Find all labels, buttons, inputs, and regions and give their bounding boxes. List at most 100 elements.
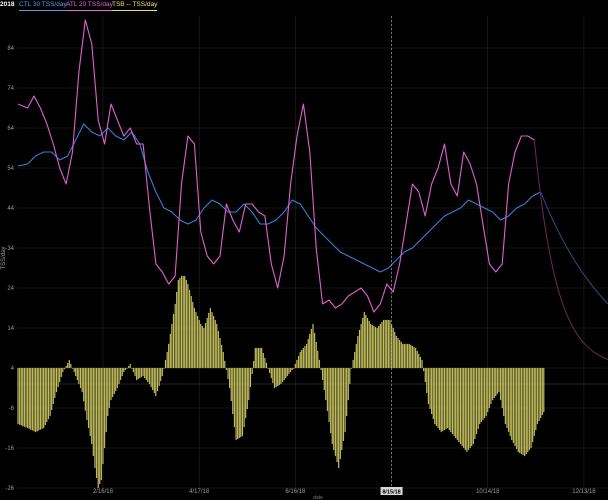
tsb-bar xyxy=(373,325,375,369)
tsb-bar xyxy=(349,367,351,385)
current-day-label: 8/15/18 xyxy=(382,489,400,495)
tsb-bar xyxy=(245,367,247,419)
tsb-bar xyxy=(73,367,75,373)
tsb-bar xyxy=(397,337,399,369)
tsb-bar xyxy=(251,367,253,375)
tsb-bar xyxy=(132,367,135,373)
tsb-bar xyxy=(467,367,470,451)
tsb-bar xyxy=(456,367,458,441)
tsb-bar xyxy=(196,315,199,369)
tsb-bar xyxy=(26,367,29,429)
tsb-bar xyxy=(515,367,518,450)
tsb-bar xyxy=(126,367,128,369)
tsb-bar xyxy=(392,327,394,369)
tsb-bar xyxy=(320,367,322,371)
legend-ctl[interactable]: CTL 30 TSS/day xyxy=(19,0,67,11)
tsb-bar xyxy=(20,367,22,426)
y-axis-label: TSS/day xyxy=(1,246,7,269)
tsb-bar xyxy=(200,323,202,369)
tsb-bar xyxy=(63,367,66,370)
tsb-bar xyxy=(222,351,224,369)
tsb-bar xyxy=(474,367,476,440)
tsb-bar xyxy=(297,355,300,369)
tsb-bar xyxy=(280,367,282,385)
tsb-bar xyxy=(110,367,112,401)
tsb-bar xyxy=(357,335,359,369)
tsb-bar xyxy=(439,367,441,431)
tsb-bar xyxy=(519,367,521,454)
tsb-bar xyxy=(524,367,526,457)
tsb-bar xyxy=(152,367,154,391)
tsb-bar xyxy=(350,367,353,369)
tsb-bar xyxy=(156,367,159,392)
axes: 84 74 64 54 44 34 24 14 4 -6 -16 -26 2/16/18 4/17/18 6… xyxy=(5,16,596,495)
y-tick-label: 14 xyxy=(7,326,14,332)
tsb-bar xyxy=(118,367,120,385)
tsb-bar xyxy=(405,343,407,369)
tsb-bar xyxy=(398,339,401,369)
x-tick-label: 12/13/18 xyxy=(572,489,596,495)
tsb-bar xyxy=(371,324,373,369)
tsb-bar xyxy=(71,367,74,369)
tsb-bar xyxy=(97,367,99,489)
tsb-bar xyxy=(168,343,170,369)
current-day-box xyxy=(380,487,403,495)
tsb-bar xyxy=(187,283,189,369)
tsb-bar xyxy=(313,332,316,369)
tsb-bar xyxy=(92,367,94,457)
tsb-bar xyxy=(431,367,433,415)
tsb-bar xyxy=(535,367,537,431)
tsb-bar xyxy=(450,367,452,433)
tsb-bar xyxy=(238,367,240,439)
x-axis-label: date xyxy=(313,495,323,500)
tsb-bar xyxy=(354,351,356,369)
tsb-bar xyxy=(47,367,50,420)
tsb-bar xyxy=(241,367,244,437)
tsb-bar xyxy=(317,350,319,369)
legend-atl[interactable]: ATL 20 TSS/day xyxy=(66,0,113,11)
tsb-bar xyxy=(307,338,309,369)
tsb-bar xyxy=(394,331,396,369)
tsb-bar xyxy=(440,367,442,433)
tsb-bar xyxy=(304,345,306,369)
tsb-bar xyxy=(212,315,215,369)
tsb-bar xyxy=(384,319,386,369)
tsb-bar xyxy=(423,367,425,372)
tsb-bar xyxy=(102,367,104,465)
tsb-bar xyxy=(257,347,260,369)
tsb-bar xyxy=(52,367,54,405)
tsb-bar xyxy=(506,367,508,429)
tsb-bar xyxy=(498,367,500,393)
tsb-bar xyxy=(78,367,80,385)
tsb-bar xyxy=(107,367,109,417)
tsb-bar xyxy=(87,367,90,429)
tsb-bar xyxy=(482,367,484,421)
tsb-bar xyxy=(95,367,98,479)
y-tick-label: 64 xyxy=(7,126,14,132)
tsb-bar xyxy=(302,347,305,369)
tsb-bar xyxy=(289,367,292,373)
tsb-bar xyxy=(31,367,34,431)
y-tick-label: 34 xyxy=(7,246,14,252)
tsb-bar xyxy=(495,367,497,397)
tsb-bar xyxy=(169,333,171,369)
tsb-bars xyxy=(17,275,545,489)
tsb-bar xyxy=(325,367,327,401)
tsb-bar xyxy=(265,362,268,369)
tsb-bar xyxy=(60,367,62,378)
tsb-bar xyxy=(17,367,19,425)
tsb-bar xyxy=(111,367,114,398)
tsb-bar xyxy=(108,367,111,409)
tsb-bar xyxy=(395,335,397,369)
tsb-bar xyxy=(208,312,210,369)
tsb-bar xyxy=(455,367,457,439)
tsb-bar xyxy=(530,367,532,449)
x-tick-label: 10/14/18 xyxy=(476,489,500,495)
tsb-bar xyxy=(283,367,285,381)
tsb-bar xyxy=(237,367,239,440)
tsb-bar xyxy=(81,367,83,393)
x-tick-label: 4/17/18 xyxy=(189,489,210,495)
tsb-bar xyxy=(41,367,43,429)
legend-tsb[interactable]: TSB -- TSS/day xyxy=(112,0,158,11)
